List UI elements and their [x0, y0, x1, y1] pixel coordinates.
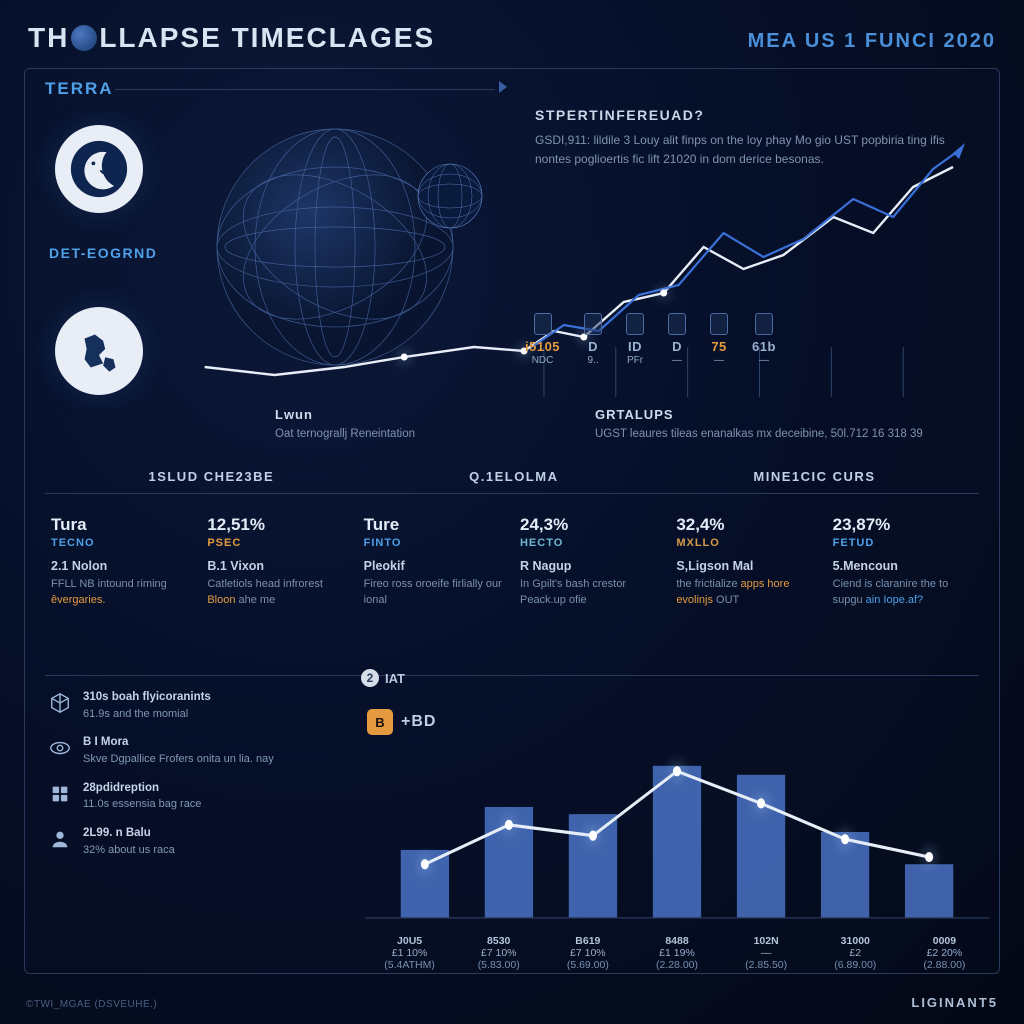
stat-card: 12,51%PSECB.1 VixonCatletiols head infro… [203, 509, 351, 615]
divider [45, 493, 979, 494]
tick: IDPFr [626, 313, 644, 366]
divider [45, 675, 979, 676]
axis-label: 31000£2(6.89.00) [811, 935, 900, 971]
axis-label: 8530£7 10%(5.83.00) [454, 935, 543, 971]
section-1: 1SLUD CHE23BE [148, 469, 274, 484]
section-headers: 1SLUD CHE23BE Q.1ELOLMA MINE1CIC CURS [25, 469, 999, 484]
chevron-right-icon [499, 81, 507, 93]
tick: 61b— [752, 313, 776, 366]
tick: 75— [710, 313, 728, 366]
stat-cards: TuraTECNO2.1 NolonFFLL NB intound riming… [47, 509, 977, 615]
grtal-head: GRTALUPS [595, 407, 955, 422]
lwun-head: Lwun [275, 407, 475, 422]
axis-label: 8488£1 19%(2.28.00) [632, 935, 721, 971]
page-title: THLLAPSE TIMECLAGES [28, 22, 435, 54]
section-3: MINE1CIC CURS [753, 469, 875, 484]
lwun-block: Lwun Oat ternograllj Reneintation [275, 407, 475, 442]
footer-left: ©TWI_MGAE (DSVEUHE.) [26, 999, 157, 1010]
header: THLLAPSE TIMECLAGES MEA US 1 FUNCI 2020 [28, 22, 996, 54]
tick-row: i5105NDC D9.. IDPFr D— 75— 61b— [525, 313, 979, 366]
notes-list: 310s boah flyicoranints61.9s and the mom… [47, 684, 347, 961]
footer-right: LIGINANT5 [911, 995, 998, 1010]
stat-card: TureFINTOPleokifFireo ross oroeife firli… [360, 509, 508, 615]
main-panel: TERRA DET-EOGRND [24, 68, 1000, 974]
tick: D9.. [584, 313, 602, 366]
tick: i5105NDC [525, 313, 560, 366]
note-item: 310s boah flyicoranints61.9s and the mom… [47, 690, 347, 721]
bd-badge: B +BD [367, 709, 436, 735]
axis-label: 0009£2 20%(2.88.00) [900, 935, 989, 971]
axis-label: 102N—(2.85.50) [722, 935, 811, 971]
stat-card: 32,4%MXLLOS,Ligson Malthe frictialize ap… [672, 509, 820, 615]
terra-label: TERRA [45, 79, 114, 99]
stat-card: 24,3%HECTOR NagupIn Gpilt's bash crestor… [516, 509, 664, 615]
note-item: 28pdidreption11.0s essensia bag race [47, 781, 347, 812]
stat-card: 23,87%FETUD5.MencounCiend is claranire t… [829, 509, 977, 615]
stat-card: TuraTECNO2.1 NolonFFLL NB intound riming… [47, 509, 195, 615]
note-item: 2L99. n Balu32% about us raca [47, 826, 347, 857]
eye-icon [47, 735, 73, 761]
grtal-body: UGST leaures tileas enanalkas mx deceibi… [595, 426, 955, 442]
note-item: B I MoraSkve Dgpallice Frofers onita un … [47, 735, 347, 766]
earth-icon [71, 25, 97, 51]
bar-chart-axis: J0U5£1 10%(5.4ATHM)8530£7 10%(5.83.00)B6… [365, 935, 989, 971]
cube-icon [47, 690, 73, 716]
section-2: Q.1ELOLMA [469, 469, 558, 484]
bd-label: +BD [401, 713, 436, 731]
hero-area: DET-EOGRND [45, 107, 979, 507]
tick: D— [668, 313, 686, 366]
divider [115, 89, 495, 90]
iat-badge: 2IAT [361, 669, 405, 687]
avatar-icon [47, 826, 73, 852]
hero-line-chart [45, 107, 979, 507]
axis-label: B619£7 10%(5.69.00) [543, 935, 632, 971]
grtal-block: GRTALUPS UGST leaures tileas enanalkas m… [595, 407, 955, 442]
page-subtitle: MEA US 1 FUNCI 2020 [748, 30, 996, 53]
stack-icon [47, 781, 73, 807]
lwun-body: Oat ternograllj Reneintation [275, 426, 475, 442]
bd-chip-icon: B [367, 709, 393, 735]
axis-label: J0U5£1 10%(5.4ATHM) [365, 935, 454, 971]
